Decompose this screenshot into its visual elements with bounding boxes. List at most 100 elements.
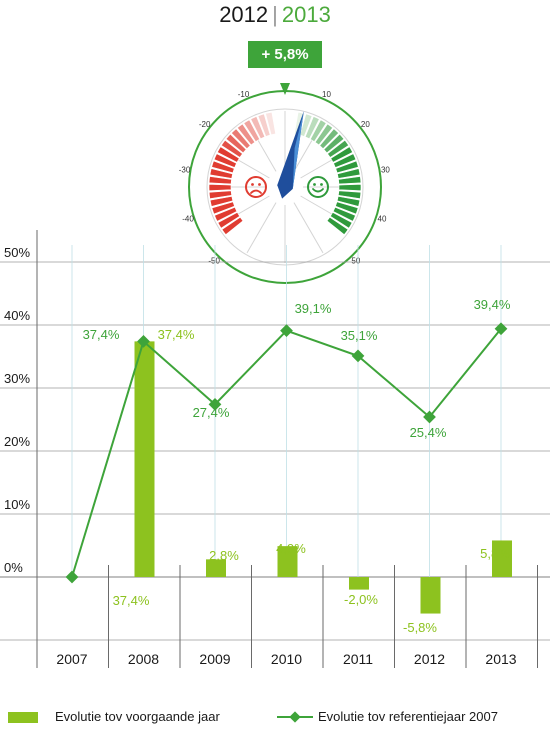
gauge-negative-segment — [208, 190, 232, 199]
gauge-positive-segment — [329, 211, 353, 229]
y-tick-label: 50% — [4, 245, 30, 260]
bar-data-label: 37,4% — [113, 593, 150, 608]
bar-data-label: 37,4% — [158, 327, 195, 342]
x-tick-label: 2012 — [414, 651, 445, 667]
gauge-positive-segment — [299, 113, 313, 137]
gauge-positive-segment — [337, 168, 361, 179]
sad-face-icon — [245, 176, 267, 198]
gauge-tick-label: 50 — [351, 256, 360, 265]
happy-face-icon — [307, 176, 329, 198]
bar-data-label: -2,0% — [344, 592, 378, 607]
year-current: 2013 — [281, 2, 331, 27]
happy-face-icon-eye — [320, 183, 323, 186]
line-point — [423, 410, 436, 424]
gauge-tick-label: -10 — [238, 90, 250, 99]
gauge-positive-segment — [336, 196, 361, 207]
gauge-negative-segment — [231, 128, 251, 150]
line-point — [137, 335, 150, 348]
gauge-negative-segment — [243, 119, 261, 143]
gauge-positive-segment — [304, 116, 320, 140]
line-data-label: 35,1% — [341, 328, 378, 343]
gauge-negative-segment — [213, 153, 237, 168]
bar — [349, 577, 369, 590]
y-tick-label: 30% — [4, 371, 30, 386]
gauge-negative-segment — [209, 168, 233, 179]
bar-data-label: -5,8% — [403, 620, 437, 635]
line-point — [280, 324, 293, 338]
gauge-negative-segment — [257, 113, 271, 137]
gauge-negative-segment — [208, 176, 232, 185]
gauge-positive-segment — [332, 206, 356, 222]
bar-data-label: 4,9% — [276, 541, 306, 556]
gauge-negative-segment — [220, 139, 243, 158]
happy-face-icon-mouth — [312, 188, 324, 193]
legend-bar-swatch — [8, 712, 38, 723]
gauge: -10 -20 -30 -40 -50 10 20 30 40 50 — [179, 83, 390, 284]
gauge-tick-label: 40 — [378, 215, 387, 224]
y-tick-label: 0% — [4, 560, 23, 575]
legend-bar-label: Evolutie tov voorgaande jaar — [55, 709, 220, 724]
gauge-positive-segment — [327, 139, 350, 158]
line-point — [494, 322, 508, 336]
gauge-negative-segment — [209, 196, 234, 207]
gauge-positive-segment — [323, 133, 345, 154]
gauge-positive-segment — [309, 119, 327, 143]
line-point — [208, 398, 222, 411]
gauge-positive-segment — [335, 201, 359, 215]
gauge-spoke — [293, 202, 324, 254]
happy-face-icon-eye — [313, 183, 316, 186]
gauge-negative-segment — [211, 160, 235, 174]
y-tick-label: 40% — [4, 308, 30, 323]
gauge-negative-segment — [225, 133, 247, 154]
x-tick-label: 2010 — [271, 651, 302, 667]
gauge-needle-highlight — [292, 111, 304, 189]
gauge-positive-segment — [330, 146, 353, 163]
gauge-spoke — [246, 202, 277, 254]
gauge-tick-label: 20 — [361, 120, 370, 129]
y-tick-label: 10% — [4, 497, 30, 512]
sad-face-icon-mouth — [250, 189, 262, 194]
line-point — [65, 570, 79, 584]
gauge-positive-segment — [335, 160, 359, 174]
line-data-label: 39,4% — [474, 297, 511, 312]
x-tick-label: 2013 — [485, 651, 516, 667]
line-data-label: 25,4% — [410, 425, 447, 440]
gauge-inner-ring — [206, 108, 364, 266]
year-previous: 2012 — [219, 2, 269, 27]
gauge-positive-segment — [338, 184, 362, 192]
gauge-negative-segment — [214, 206, 238, 222]
gauge-positive-segment — [319, 128, 339, 150]
legend-line-label: Evolutie tov referentiejaar 2007 — [318, 709, 498, 724]
gauge-needle — [277, 111, 304, 199]
y-tick-label: 20% — [4, 434, 30, 449]
gauge-negative-segment — [221, 216, 244, 236]
chart: 50% 40% 30% 20% 10% 0% 2007 2008 2009 2010 2011 201… — [0, 230, 550, 668]
gauge-negative-segment — [211, 201, 235, 215]
gauge-top-pointer-icon — [280, 83, 290, 95]
gauge-positive-segment — [338, 176, 362, 185]
bar — [492, 540, 512, 577]
gauge-positive-segment — [338, 190, 362, 199]
line-data-label: 39,1% — [295, 301, 332, 316]
line-point — [351, 349, 365, 363]
gauge-negative-segment — [217, 211, 241, 229]
x-tick-label: 2007 — [56, 651, 87, 667]
line-data-label: 37,4% — [83, 327, 120, 342]
bar-data-label: 5,8% — [480, 546, 510, 561]
bar — [277, 546, 298, 577]
gauge-tick-label: 30 — [381, 165, 390, 174]
sad-face-icon-eye — [258, 183, 261, 186]
sad-face-icon-outline — [245, 176, 267, 198]
gauge-negative-segment — [208, 184, 232, 192]
gauge-tick-label: -50 — [208, 256, 220, 265]
sad-face-icon-eye — [251, 183, 254, 186]
legend-line-swatch — [277, 711, 313, 723]
x-tick-label: 2009 — [199, 651, 230, 667]
line-data-label: 27,4% — [193, 405, 230, 420]
gauge-positive-segment — [326, 216, 349, 236]
happy-face-icon-outline — [307, 176, 329, 198]
gauge-negative-segment — [217, 146, 240, 163]
gauge-tick-label: 10 — [322, 90, 331, 99]
year-header: 2012 | 2013 — [0, 0, 550, 30]
gauge-tick-label: -40 — [182, 215, 194, 224]
